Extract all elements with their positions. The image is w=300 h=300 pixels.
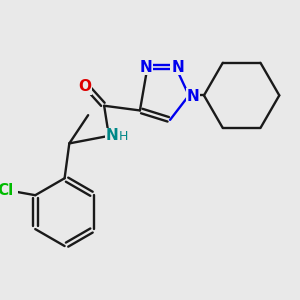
Text: H: H [119,130,129,143]
Text: N: N [139,60,152,75]
Text: Cl: Cl [0,183,13,198]
Text: O: O [78,80,91,94]
Text: N: N [186,89,199,104]
Text: N: N [105,128,118,143]
Text: N: N [171,60,184,75]
